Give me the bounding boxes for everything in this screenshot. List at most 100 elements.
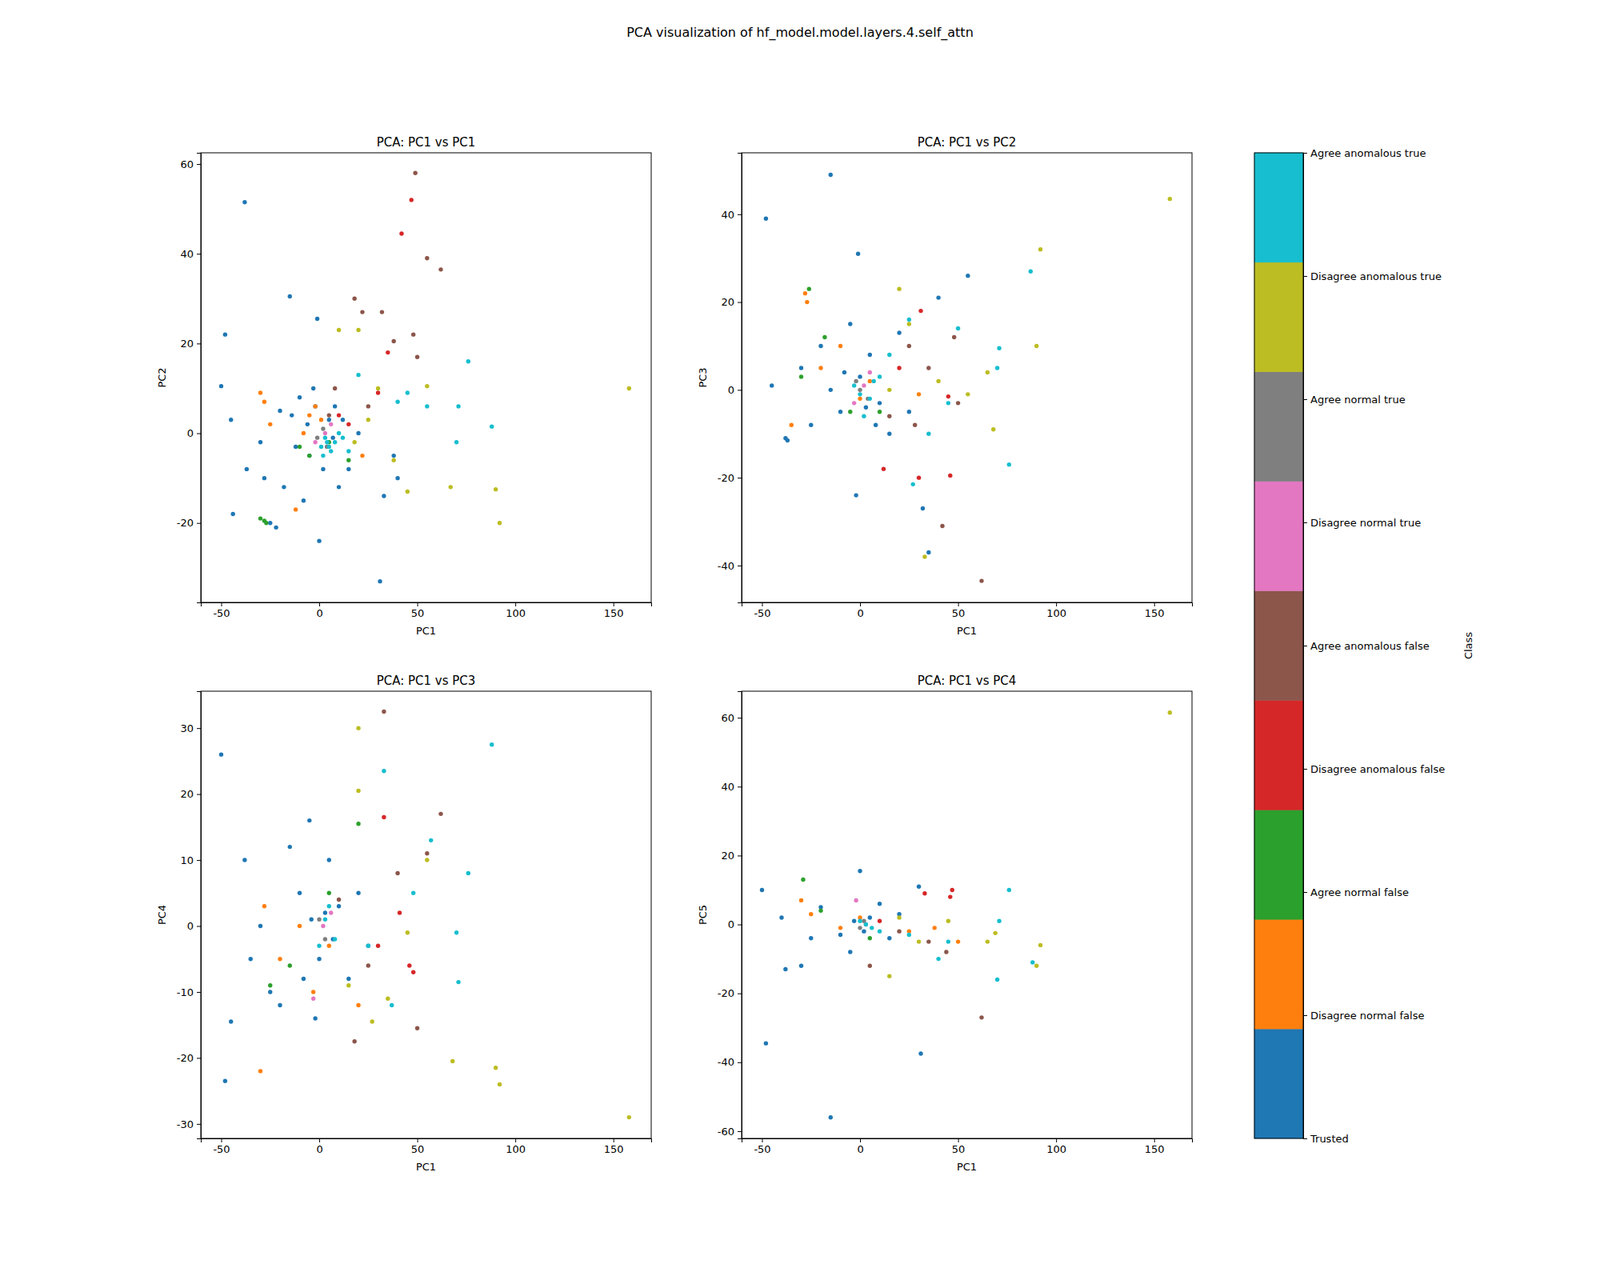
point xyxy=(916,939,921,944)
point xyxy=(896,365,901,370)
point xyxy=(1030,960,1035,964)
point xyxy=(853,379,858,384)
point xyxy=(916,475,921,480)
point xyxy=(992,931,997,936)
point xyxy=(332,936,337,941)
colorbar-tick-mark xyxy=(1303,276,1308,277)
point xyxy=(856,252,860,256)
point xyxy=(230,512,235,516)
point xyxy=(848,409,852,414)
y-tick-mark xyxy=(737,717,742,719)
point xyxy=(454,930,459,935)
point xyxy=(328,422,333,427)
y-tick: 20 xyxy=(180,337,201,350)
x-tick: 100 xyxy=(1046,1138,1067,1156)
x-tick-mark xyxy=(220,1138,222,1143)
point xyxy=(332,386,337,391)
point xyxy=(1038,943,1043,948)
point xyxy=(877,409,882,414)
point xyxy=(262,904,267,908)
point xyxy=(769,383,774,388)
point xyxy=(627,386,632,391)
point xyxy=(356,372,360,377)
point xyxy=(411,332,416,336)
point xyxy=(864,922,868,927)
point xyxy=(911,482,916,487)
y-axis-line xyxy=(737,153,743,604)
point xyxy=(946,394,951,399)
y-tick-label: 20 xyxy=(180,337,194,350)
point xyxy=(926,432,931,436)
x-tick-label: 100 xyxy=(505,1143,526,1156)
point xyxy=(907,409,912,414)
point xyxy=(848,949,852,954)
y-tick-mark xyxy=(737,565,742,567)
point xyxy=(852,383,856,388)
point xyxy=(297,395,302,400)
point xyxy=(352,1039,356,1044)
point xyxy=(356,788,360,793)
colorbar-tick: Trusted xyxy=(1303,1132,1349,1145)
point xyxy=(309,917,314,922)
points xyxy=(219,171,632,584)
point xyxy=(857,925,862,930)
x-axis-line xyxy=(201,603,652,608)
colorbar-band xyxy=(1254,919,1304,1029)
point xyxy=(818,365,823,370)
colorbar-tick: Agree anomalous true xyxy=(1303,147,1427,160)
x-tick: 50 xyxy=(952,1138,966,1156)
point xyxy=(316,956,321,961)
point xyxy=(868,352,872,357)
point xyxy=(258,924,263,928)
point xyxy=(409,197,414,202)
point xyxy=(242,200,247,204)
point xyxy=(424,256,429,260)
point xyxy=(922,891,927,896)
y-tick-mark xyxy=(737,924,742,926)
point xyxy=(877,919,882,924)
point xyxy=(869,925,874,930)
y-tick: 30 xyxy=(180,722,201,735)
point xyxy=(864,922,868,927)
point xyxy=(965,273,970,278)
x-tick: 0 xyxy=(316,1138,323,1156)
point xyxy=(838,932,843,937)
y-tick: -20 xyxy=(176,516,201,529)
point xyxy=(301,431,306,436)
x-tick-mark xyxy=(860,1138,861,1143)
point xyxy=(395,476,400,480)
point xyxy=(887,936,892,940)
y-tick-mark xyxy=(737,214,742,216)
point xyxy=(896,928,901,933)
point xyxy=(288,844,292,849)
y-tick-label: 40 xyxy=(720,208,735,220)
point xyxy=(877,374,882,379)
point xyxy=(352,296,356,301)
point xyxy=(1028,268,1033,273)
point xyxy=(861,928,866,933)
point xyxy=(305,422,310,427)
point xyxy=(965,392,970,396)
point xyxy=(293,444,298,449)
y-tick-mark xyxy=(196,433,201,435)
x-axis-line xyxy=(201,1139,652,1144)
point xyxy=(307,453,312,458)
point xyxy=(799,365,804,370)
point xyxy=(627,1115,632,1120)
point xyxy=(268,422,272,427)
point xyxy=(1034,964,1039,968)
point xyxy=(918,1051,923,1056)
y-tick-label: -40 xyxy=(717,1056,735,1068)
point xyxy=(926,939,931,944)
point xyxy=(920,506,925,511)
x-tick-mark xyxy=(319,1138,320,1143)
point xyxy=(315,316,320,321)
point xyxy=(950,888,955,892)
point xyxy=(288,294,292,299)
point xyxy=(991,427,996,432)
point xyxy=(873,423,878,428)
point xyxy=(262,476,267,480)
point xyxy=(323,431,328,436)
point xyxy=(818,908,823,913)
point xyxy=(1007,888,1012,892)
